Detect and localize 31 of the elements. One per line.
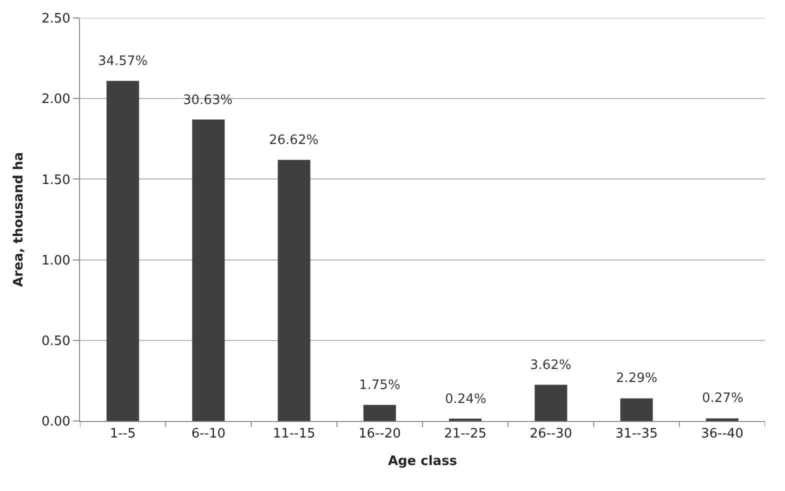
y-tick-label: 2.00 (41, 92, 70, 108)
annotation: 34.57% (98, 54, 148, 69)
y-tick-label: 2.50 (41, 12, 70, 27)
annotation: 1.75% (359, 378, 400, 393)
annotation: 0.27% (702, 391, 744, 406)
bar (278, 160, 310, 421)
annotation: 3.62% (530, 358, 572, 373)
annotation: 26.62% (269, 133, 319, 148)
y-tick-label: 1.50 (41, 172, 70, 188)
bar (534, 384, 568, 421)
x-tick-label: 21--25 (444, 426, 487, 442)
x-tick-label: 11--15 (272, 426, 316, 442)
x-axis-title: Age class (388, 454, 458, 470)
x-tick-label: 26--30 (530, 426, 572, 442)
annotation: 30.63% (183, 93, 233, 108)
x-tick-label: 36--40 (700, 426, 744, 442)
x-tick-label: 6--10 (191, 426, 226, 442)
y-tick-label: 1.00 (41, 253, 70, 268)
bar (192, 120, 225, 421)
y-tick-label: 0.00 (41, 414, 70, 430)
bar (363, 404, 396, 421)
x-tick-label: 1--5 (110, 426, 136, 442)
x-tick-label: 16--20 (358, 426, 401, 442)
annotation: 2.29% (616, 371, 658, 386)
y-tick-label: 0.50 (41, 334, 70, 349)
x-tick-label: 31--35 (615, 426, 658, 442)
bar (106, 80, 140, 421)
annotation: 0.24% (445, 392, 486, 407)
bar (706, 418, 738, 421)
y-axis-title: Area, thousand ha (11, 152, 26, 287)
bar (620, 398, 653, 421)
